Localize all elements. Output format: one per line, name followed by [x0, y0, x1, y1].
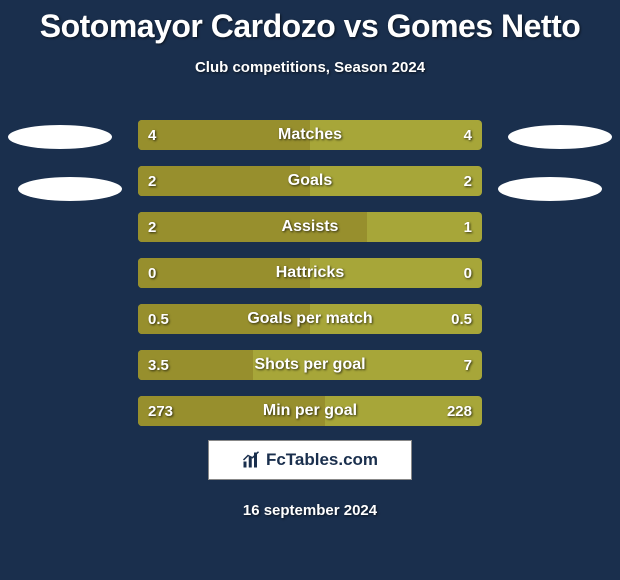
player-right-ellipse-1 [508, 125, 612, 149]
stat-bar-left-fill [138, 258, 310, 288]
stat-right-value: 2 [454, 166, 482, 196]
stat-row: 21Assists [138, 212, 482, 242]
page-title: Sotomayor Cardozo vs Gomes Netto [0, 0, 620, 45]
stat-right-value: 0 [454, 258, 482, 288]
player-left-ellipse-2 [18, 177, 122, 201]
stat-row: 22Goals [138, 166, 482, 196]
stat-right-value: 228 [437, 396, 482, 426]
page-subtitle: Club competitions, Season 2024 [0, 59, 620, 76]
stat-bar-left-fill [138, 350, 253, 380]
stats-bars: 44Matches22Goals21Assists00Hattricks0.50… [138, 120, 482, 442]
stat-row: 273228Min per goal [138, 396, 482, 426]
stat-row: 0.50.5Goals per match [138, 304, 482, 334]
stat-row: 00Hattricks [138, 258, 482, 288]
stat-row: 44Matches [138, 120, 482, 150]
footer-date: 16 september 2024 [0, 502, 620, 519]
stat-right-value: 7 [454, 350, 482, 380]
stat-right-value: 4 [454, 120, 482, 150]
stat-row: 3.57Shots per goal [138, 350, 482, 380]
player-right-ellipse-2 [498, 177, 602, 201]
fctables-logo: FcTables.com [208, 440, 412, 480]
stat-right-value: 0.5 [441, 304, 482, 334]
chart-icon [242, 451, 260, 469]
stat-bar-left-fill [138, 396, 325, 426]
stat-right-value: 1 [454, 212, 482, 242]
logo-text: FcTables.com [266, 450, 378, 470]
stat-bar-left-fill [138, 304, 310, 334]
stat-bar-left-fill [138, 120, 310, 150]
stat-bar-left-fill [138, 212, 367, 242]
stat-bar-left-fill [138, 166, 310, 196]
player-left-ellipse-1 [8, 125, 112, 149]
